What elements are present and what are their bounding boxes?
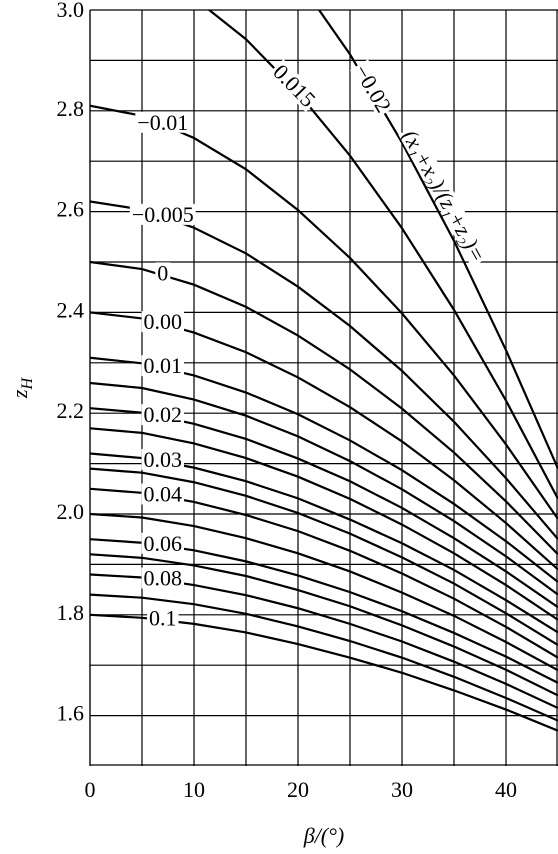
curve-label: 0.1 — [147, 605, 179, 630]
label-background — [349, 59, 396, 118]
label-background — [141, 448, 185, 470]
annotation: (x₁+x₂)/(z₁+z₂)= — [398, 124, 491, 268]
x-tick-label: 0 — [85, 777, 96, 802]
curve — [90, 512, 558, 672]
y-tick-label: 2.4 — [57, 297, 85, 322]
label-background — [155, 262, 171, 284]
label-background — [268, 59, 321, 113]
y-tick-label: 3.0 — [57, 0, 85, 22]
curve-label: 0.03 — [141, 447, 185, 472]
curve-label-text: 0 — [157, 260, 168, 285]
label-background — [135, 111, 191, 133]
label-background — [141, 532, 185, 554]
y-tick-label: 1.8 — [57, 600, 85, 625]
curve-label-text: −0.01 — [137, 110, 188, 135]
curve-label: 0.02 — [141, 402, 185, 427]
curve-label: 0.015 — [268, 59, 321, 113]
curve — [90, 467, 558, 646]
label-background — [141, 483, 185, 505]
y-tick-label: 2.8 — [57, 96, 85, 121]
curve-label-text: 0.06 — [144, 531, 183, 556]
curve-label: 0.01 — [141, 353, 185, 378]
curve — [90, 573, 558, 710]
x-tick-label: 10 — [183, 777, 205, 802]
curve-label: 0.08 — [141, 566, 185, 591]
curve-label: 0 — [155, 260, 171, 285]
curve — [207, 10, 558, 500]
label-background — [141, 355, 185, 377]
y-tick-label: 1.6 — [57, 701, 85, 726]
label-background — [141, 311, 185, 333]
curve — [90, 553, 558, 697]
y-tick-label: 2.2 — [57, 398, 85, 423]
curve-label-text: 0.02 — [144, 402, 183, 427]
grid — [89, 9, 558, 766]
labels: 0 10 20 30 40 1.6 1.8 2.0 2.2 2.4 2.6 2.8 3.0 −0.02 0.… — [57, 0, 518, 802]
x-tick-label: 40 — [495, 777, 517, 802]
curve-label: 0.04 — [141, 482, 185, 507]
curve-label-text: 0.01 — [144, 353, 183, 378]
curve — [90, 381, 558, 596]
curve-label: −0.01 — [135, 110, 191, 135]
annotation-background — [398, 124, 490, 268]
curve-label: 0.00 — [141, 309, 185, 334]
curve-label-text: 0.03 — [144, 447, 183, 472]
x-tick-label: 30 — [391, 777, 413, 802]
label-background — [147, 607, 179, 629]
curve-label-text: 0.1 — [149, 605, 177, 630]
curve — [90, 593, 558, 722]
curve-label: −0.02 — [349, 59, 397, 118]
label-background — [141, 404, 185, 426]
y-axis-label: zH — [7, 377, 36, 400]
y-tick-label: 2.0 — [57, 499, 85, 524]
curve-label-text: 0.00 — [144, 309, 183, 334]
label-background — [129, 203, 196, 225]
y-label-sub: H — [19, 377, 36, 391]
x-axis-label: β/(°) — [303, 823, 345, 848]
label-background — [141, 567, 185, 589]
curve-label-text: −0.005 — [132, 202, 194, 227]
y-label-base-text: z — [7, 389, 32, 399]
x-tick-label: 20 — [287, 777, 309, 802]
y-label-base: zH — [7, 377, 36, 400]
curve-label-text: 0.04 — [144, 482, 183, 507]
curve-label: 0.06 — [141, 531, 185, 556]
curve — [317, 10, 558, 470]
curve-label: −0.005 — [129, 202, 196, 227]
curve-label-text: 0.08 — [144, 566, 183, 591]
y-tick-label: 2.6 — [57, 197, 85, 222]
curve — [90, 427, 558, 621]
